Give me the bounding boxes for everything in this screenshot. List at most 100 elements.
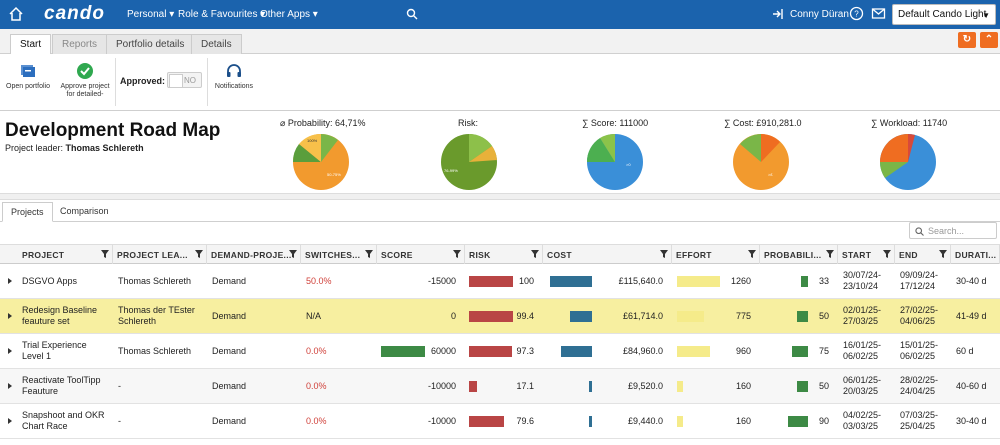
sign-in-icon[interactable]	[772, 8, 784, 20]
col-score-header[interactable]: SCORE	[377, 245, 465, 264]
col-end-header[interactable]: END	[895, 245, 951, 264]
col-probability-cell: 90	[818, 415, 829, 426]
col-effort-header[interactable]: EFFORT	[672, 245, 760, 264]
filter-icon[interactable]	[365, 250, 373, 258]
filter-icon[interactable]	[883, 250, 891, 258]
probability-pie[interactable]: 100% 50-75%	[291, 132, 351, 190]
col-duration-header[interactable]: DURATI...	[951, 245, 1000, 264]
table-row[interactable]: DSGVO Apps Thomas Schlereth Demand 50.0% -15…	[0, 264, 1000, 299]
grid-search-input[interactable]: Search...	[909, 222, 997, 239]
theme-select[interactable]: Default Cando Light ▼	[892, 4, 996, 25]
chevron-down-icon: ▼	[982, 11, 990, 20]
search-icon[interactable]	[406, 8, 418, 20]
col-effort-cell: 160	[735, 415, 751, 426]
svg-text:?: ?	[854, 10, 859, 19]
col-risk-header[interactable]: RISK	[465, 245, 543, 264]
risk-pie[interactable]: 76-99%	[440, 132, 498, 190]
col-start-header[interactable]: START	[838, 245, 895, 264]
grid-header: PROJECT PROJECT LEA... DEMAND-PROJE... SWIT…	[0, 244, 1000, 264]
cost-pie[interactable]: >£	[732, 132, 790, 190]
app-logo[interactable]: cando	[44, 3, 105, 24]
filter-icon[interactable]	[531, 250, 539, 258]
menu-role-favourites[interactable]: Role & Favourites ▾	[178, 9, 266, 20]
effort-bar	[677, 381, 683, 392]
col-cost-header[interactable]: COST	[543, 245, 672, 264]
user-name[interactable]: Conny Düran	[790, 9, 849, 20]
effort-bar	[677, 346, 710, 357]
col-project-leader-header[interactable]: PROJECT LEA...	[113, 245, 207, 264]
filter-icon[interactable]	[660, 250, 668, 258]
filter-icon[interactable]	[289, 250, 297, 258]
kpi-cost: ∑ Cost: £910,281.0	[724, 118, 802, 128]
tab-start[interactable]: Start	[10, 34, 52, 55]
col-cost-cell: £61,714.0	[622, 310, 663, 321]
risk-bar	[469, 381, 477, 392]
col-switches-header[interactable]: SWITCHES...	[301, 245, 377, 264]
table-row[interactable]: Redesign Baseline feauture set Thomas der …	[0, 299, 1000, 334]
risk-bar	[469, 346, 512, 357]
filter-icon[interactable]	[826, 250, 834, 258]
col-score-cell: -10000	[427, 415, 456, 426]
risk-bar	[469, 416, 505, 427]
filter-icon[interactable]	[195, 250, 203, 258]
table-row[interactable]: Trial Experience Level 1 Thomas Schlereth D…	[0, 334, 1000, 369]
col-start-cell: 30/07/24- 23/10/24	[843, 270, 882, 291]
col-demand-project-header[interactable]: DEMAND-PROJE...	[207, 245, 301, 264]
ribbon-divider	[115, 58, 116, 106]
probability-bar	[800, 276, 808, 287]
notifications-button[interactable]: Notifications	[211, 58, 257, 91]
col-risk-cell: 99.4	[516, 310, 534, 321]
column-title: COST	[547, 250, 572, 260]
column-title: EFFORT	[676, 250, 712, 260]
help-icon[interactable]: ?	[849, 6, 864, 21]
col-project-leader-cell: Thomas der TEster Schlereth	[118, 305, 195, 326]
expand-row-icon[interactable]	[8, 278, 12, 284]
score-pie[interactable]: >0	[586, 132, 644, 190]
col-demand-project-cell: Demand	[212, 380, 247, 391]
splitter[interactable]	[0, 194, 1000, 200]
expand-row-icon[interactable]	[8, 383, 12, 389]
column-title: SWITCHES...	[305, 250, 361, 260]
open-portfolio-button[interactable]: Open portfolio	[2, 58, 54, 91]
expand-row-icon[interactable]	[8, 313, 12, 319]
home-icon[interactable]	[8, 6, 24, 22]
approved-toggle[interactable]: NO	[167, 72, 202, 88]
workload-pie[interactable]	[879, 132, 937, 190]
tab-details[interactable]: Details	[191, 34, 242, 54]
page-title: Development Road Map	[5, 120, 221, 141]
cost-bar	[561, 346, 592, 357]
column-title: DEMAND-PROJE...	[211, 250, 292, 260]
col-project-header[interactable]: PROJECT	[0, 245, 113, 264]
filter-icon[interactable]	[748, 250, 756, 258]
col-project-cell: Snapshoot and OKR Chart Race	[22, 410, 105, 431]
filter-icon[interactable]	[939, 250, 947, 258]
expand-row-icon[interactable]	[8, 418, 12, 424]
refresh-button[interactable]: ↻	[958, 32, 976, 48]
tab-portfolio-details[interactable]: Portfolio details	[106, 34, 195, 54]
tab-projects[interactable]: Projects	[2, 202, 53, 222]
top-bar: cando Personal ▾ Role & Favourites ▾ Oth…	[0, 0, 1000, 29]
mail-icon[interactable]	[871, 6, 886, 21]
col-probability-header[interactable]: PROBABILI...	[760, 245, 838, 264]
filter-icon[interactable]	[453, 250, 461, 258]
ribbon: Open portfolio Approve project for detai…	[0, 54, 1000, 111]
table-row[interactable]: Reactivate ToolTipp Feauture - Demand 0.0% -1…	[0, 369, 1000, 404]
col-project-cell: Trial Experience Level 1	[22, 340, 87, 361]
table-row[interactable]: Snapshoot and OKR Chart Race - Demand 0.0% -1…	[0, 404, 1000, 439]
filter-icon[interactable]	[101, 250, 109, 258]
column-title: PROBABILI...	[764, 250, 822, 260]
menu-other-apps[interactable]: Other Apps ▾	[260, 9, 318, 20]
col-duration-cell: 40-60 d	[956, 380, 987, 391]
probability-bar	[797, 311, 808, 322]
risk-bar	[469, 276, 513, 287]
tab-comparison[interactable]: Comparison	[60, 206, 109, 216]
col-risk-cell: 100	[518, 275, 534, 286]
expand-row-icon[interactable]	[8, 348, 12, 354]
tab-reports[interactable]: Reports	[52, 34, 108, 54]
score-bar	[381, 346, 425, 357]
menu-personal[interactable]: Personal ▾	[127, 9, 175, 20]
cost-bar	[588, 381, 592, 392]
col-probability-cell: 50	[818, 310, 829, 321]
collapse-button[interactable]: ⌃	[980, 32, 998, 48]
approve-button[interactable]: Approve project for detailed-	[60, 58, 110, 99]
